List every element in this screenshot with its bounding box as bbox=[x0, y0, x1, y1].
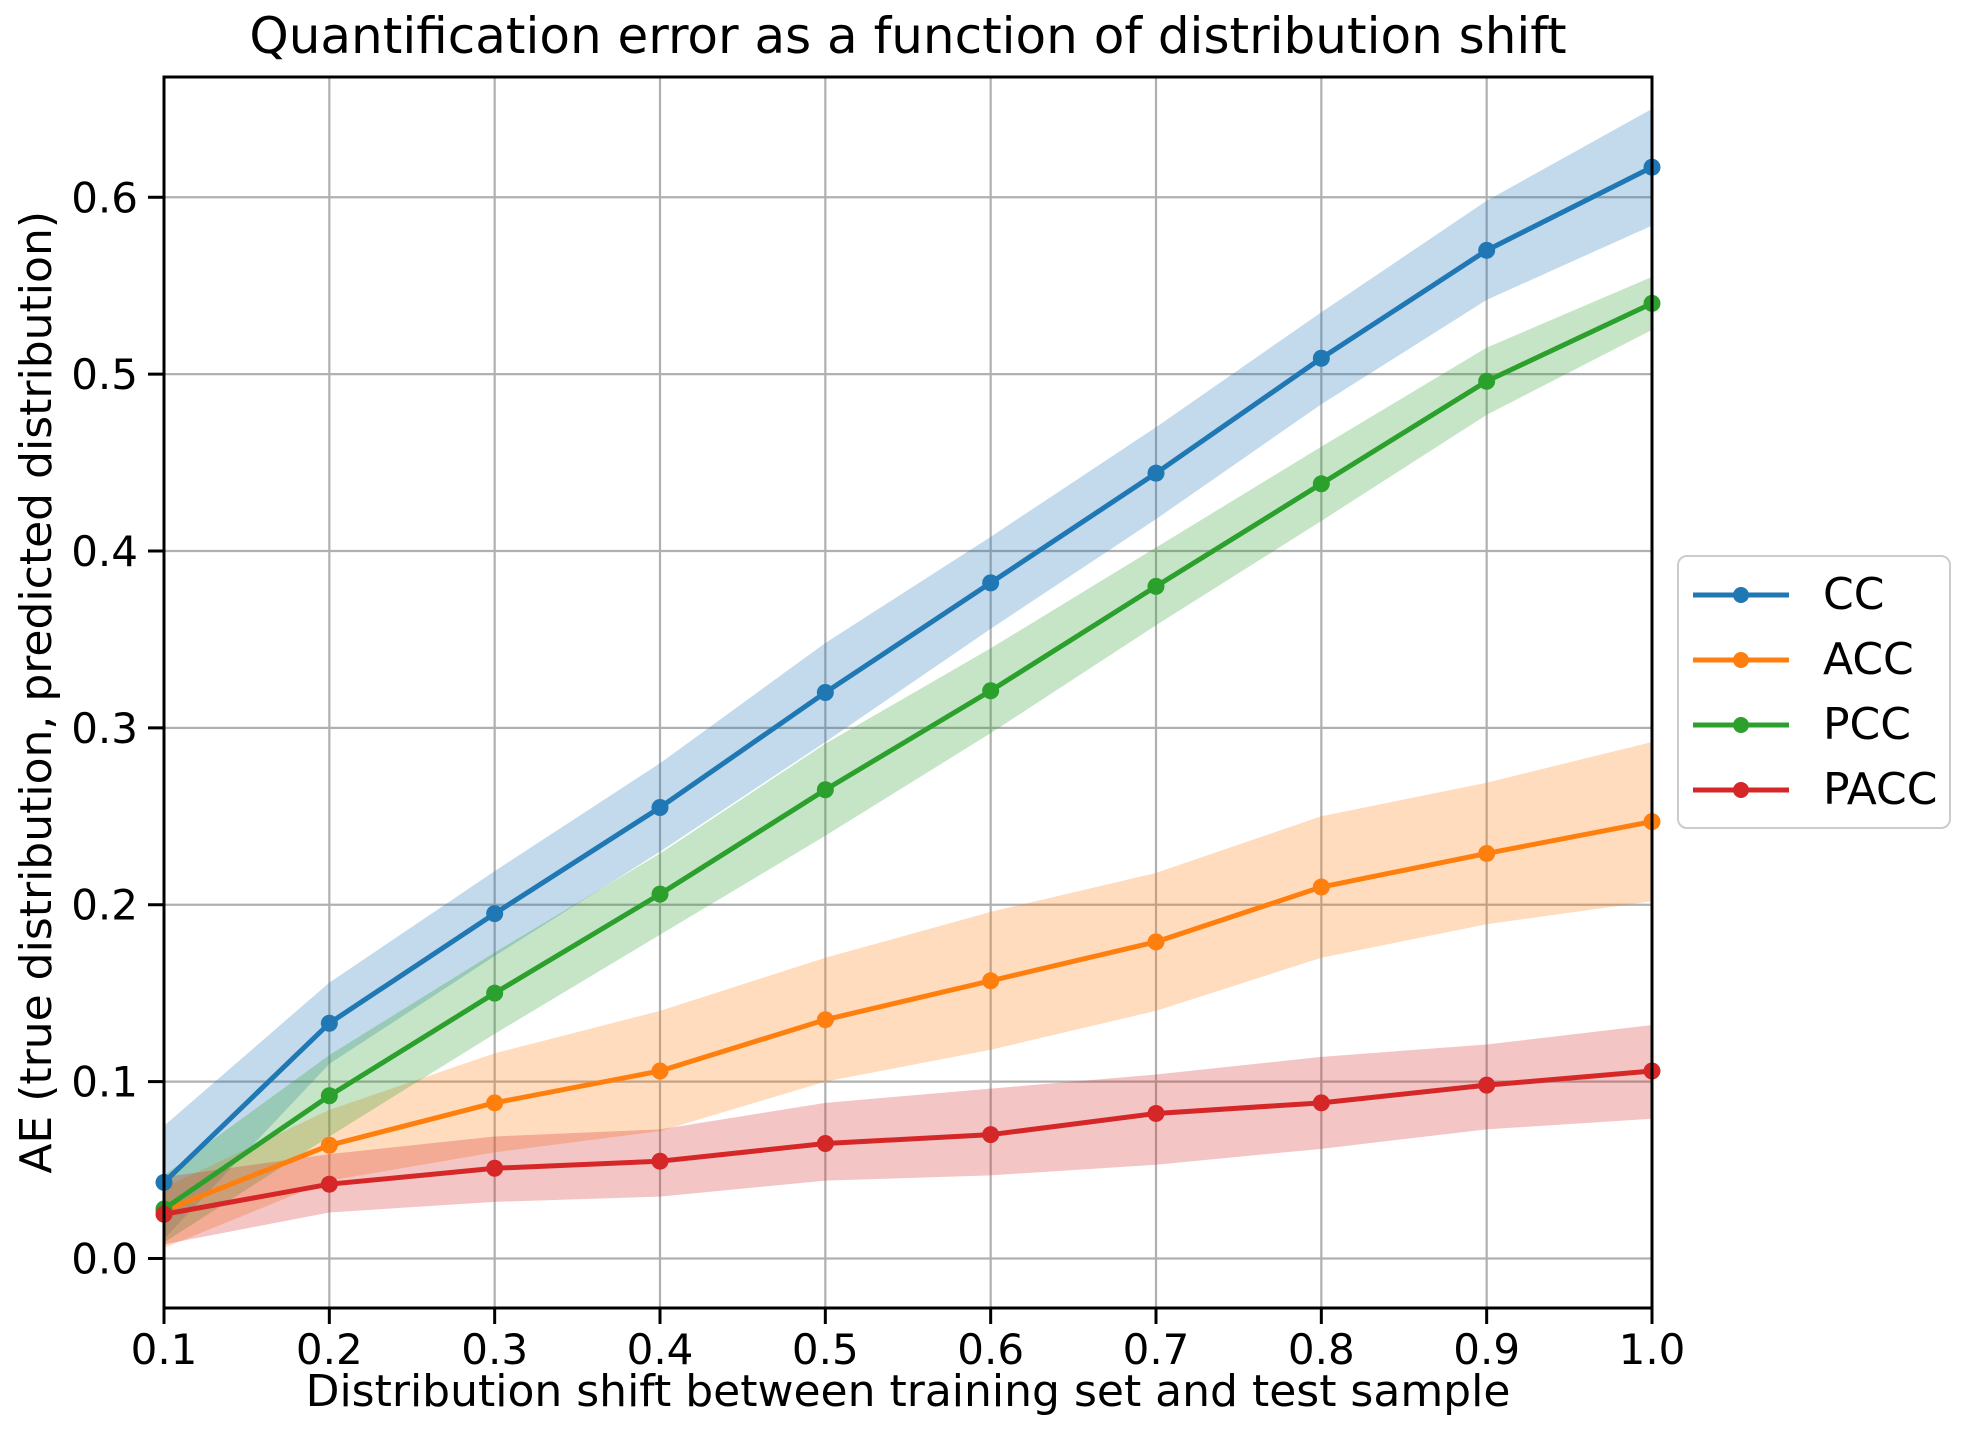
y-tick-label-0.4: 0.4 bbox=[71, 527, 138, 576]
legend-sample-dot bbox=[1733, 651, 1749, 668]
marker-CC-2 bbox=[486, 905, 504, 923]
legend: CC ACC PCC PACC bbox=[1677, 555, 1951, 829]
marker-PCC-3 bbox=[651, 885, 669, 903]
legend-item-pcc: PCC bbox=[1693, 698, 1949, 750]
legend-item-cc: CC bbox=[1693, 568, 1949, 620]
marker-PCC-5 bbox=[982, 682, 1000, 700]
marker-ACC-1 bbox=[320, 1136, 338, 1154]
legend-label-pcc: PCC bbox=[1823, 698, 1911, 750]
marker-PCC-7 bbox=[1312, 475, 1330, 493]
marker-CC-4 bbox=[816, 684, 834, 701]
marker-ACC-6 bbox=[1147, 933, 1165, 951]
marker-PACC-3 bbox=[651, 1152, 669, 1170]
x-axis-label: Distribution shift between training set … bbox=[305, 1366, 1511, 1417]
legend-item-acc: ACC bbox=[1693, 633, 1949, 685]
marker-PACC-8 bbox=[1478, 1076, 1496, 1094]
band-PCC bbox=[164, 276, 1652, 1243]
marker-ACC-3 bbox=[651, 1062, 669, 1080]
y-axis-label-wrap: AE (true distribution, predicted distrib… bbox=[8, 77, 64, 1308]
y-tick-label-0.5: 0.5 bbox=[71, 350, 138, 399]
x-tick-label-0.6: 0.6 bbox=[957, 1325, 1024, 1374]
y-axis-label: AE (true distribution, predicted distrib… bbox=[10, 211, 62, 1174]
y-tick-label-0.3: 0.3 bbox=[71, 704, 138, 753]
line-PCC bbox=[161, 300, 1655, 1212]
marker-PACC-1 bbox=[320, 1175, 338, 1193]
marker-PCC-1 bbox=[320, 1087, 338, 1105]
band-PACC bbox=[164, 1025, 1652, 1245]
marker-CC-6 bbox=[1147, 464, 1165, 482]
marker-PACC-4 bbox=[816, 1135, 834, 1153]
line-CC bbox=[161, 164, 1655, 1185]
legend-sample-dot bbox=[1733, 781, 1749, 798]
x-tick-label-1.0: 1.0 bbox=[1619, 1325, 1686, 1374]
legend-label-acc: ACC bbox=[1823, 633, 1914, 685]
marker-PACC-6 bbox=[1147, 1104, 1165, 1122]
legend-line-sample-pacc bbox=[1693, 781, 1789, 798]
x-tick-label-0.3: 0.3 bbox=[461, 1325, 528, 1374]
marker-CC-7 bbox=[1312, 349, 1330, 367]
marker-CC-5 bbox=[982, 574, 1000, 592]
chart-title: Quantification error as a function of di… bbox=[249, 7, 1567, 65]
line-PACC bbox=[161, 1068, 1655, 1217]
marker-PCC-8 bbox=[1478, 372, 1496, 390]
x-tick-label-0.1: 0.1 bbox=[131, 1325, 198, 1374]
y-tick-label-0.2: 0.2 bbox=[71, 881, 138, 930]
y-tick-label-0.6: 0.6 bbox=[71, 173, 138, 222]
x-tick-label-0.8: 0.8 bbox=[1288, 1325, 1355, 1374]
band-CC bbox=[164, 108, 1652, 1240]
x-tick-label-0.5: 0.5 bbox=[792, 1325, 859, 1374]
band-ACC bbox=[164, 742, 1652, 1248]
x-tick-label-0.7: 0.7 bbox=[1123, 1325, 1190, 1374]
line-ACC bbox=[161, 819, 1655, 1214]
legend-label-pacc: PACC bbox=[1823, 763, 1938, 815]
marker-ACC-2 bbox=[486, 1094, 504, 1112]
marker-PCC-4 bbox=[816, 781, 834, 799]
marker-CC-8 bbox=[1478, 241, 1496, 259]
legend-line-sample-cc bbox=[1693, 586, 1789, 603]
legend-sample-dot bbox=[1733, 716, 1749, 733]
legend-item-pacc: PACC bbox=[1693, 763, 1949, 815]
marker-CC-1 bbox=[320, 1014, 338, 1032]
marker-PACC-2 bbox=[486, 1159, 504, 1177]
x-tick-label-0.4: 0.4 bbox=[627, 1325, 694, 1374]
legend-sample-dot bbox=[1733, 586, 1749, 603]
y-tick-label-0.1: 0.1 bbox=[71, 1058, 138, 1107]
y-tick-label-0.0: 0.0 bbox=[71, 1234, 138, 1283]
marker-ACC-8 bbox=[1478, 844, 1496, 862]
marker-CC-3 bbox=[651, 798, 669, 816]
marker-PCC-2 bbox=[486, 984, 504, 1002]
marker-PCC-6 bbox=[1147, 577, 1165, 595]
marker-PACC-7 bbox=[1312, 1094, 1330, 1112]
marker-ACC-7 bbox=[1312, 878, 1330, 896]
legend-line-sample-pcc bbox=[1693, 716, 1789, 733]
marker-PACC-5 bbox=[982, 1126, 1000, 1144]
legend-line-sample-acc bbox=[1693, 651, 1789, 668]
legend-label-cc: CC bbox=[1823, 568, 1885, 620]
marker-ACC-5 bbox=[982, 972, 1000, 990]
marker-ACC-4 bbox=[816, 1011, 834, 1029]
x-tick-label-0.9: 0.9 bbox=[1453, 1325, 1520, 1374]
x-tick-label-0.2: 0.2 bbox=[296, 1325, 363, 1374]
